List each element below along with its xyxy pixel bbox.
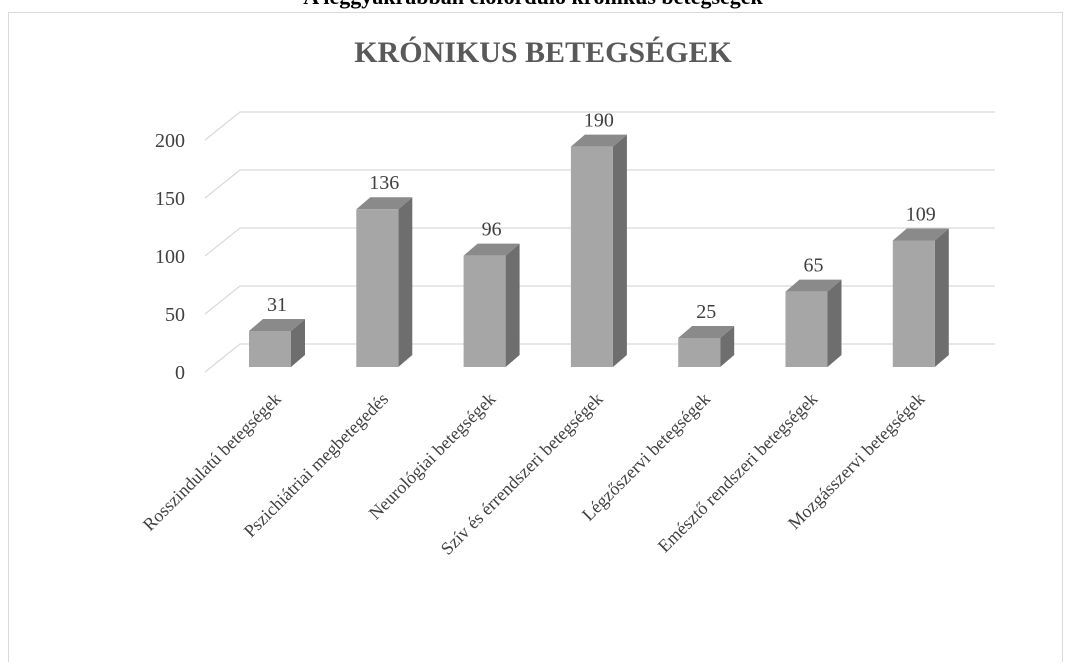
data-label: 190 xyxy=(584,110,614,132)
bar-front xyxy=(356,209,399,367)
bar-side xyxy=(827,279,842,367)
data-label: 96 xyxy=(482,219,502,241)
bar xyxy=(570,134,627,367)
bar-top xyxy=(785,279,842,292)
bar-top xyxy=(249,319,305,332)
y-tick-label: 50 xyxy=(165,304,185,326)
chart-border xyxy=(8,12,1063,667)
caption: A leggyakrabban előforduló krónikus bete… xyxy=(303,0,763,9)
bar xyxy=(678,326,735,367)
bar xyxy=(249,319,305,367)
bar xyxy=(356,197,413,367)
grid-line xyxy=(204,169,995,199)
bar-side xyxy=(720,326,735,367)
data-label: 65 xyxy=(804,255,824,277)
bar-front xyxy=(570,146,613,367)
bar-side xyxy=(934,228,949,367)
chart-title: KRÓNIKUS BETEGSÉGEK xyxy=(354,36,732,69)
bar xyxy=(463,243,520,367)
bar-front xyxy=(463,255,506,367)
grid-line xyxy=(204,111,995,141)
bar-side xyxy=(398,197,413,367)
bar-front xyxy=(785,291,828,367)
y-tick-label: 100 xyxy=(155,246,185,268)
bar-front xyxy=(678,338,721,367)
bar-front xyxy=(249,331,291,367)
data-label: 136 xyxy=(369,172,399,194)
data-label: 31 xyxy=(267,294,287,316)
bar xyxy=(892,228,949,367)
bar-front xyxy=(892,240,935,367)
y-tick-label: 150 xyxy=(155,188,185,210)
y-tick-label: 200 xyxy=(155,130,185,152)
bar-top xyxy=(463,243,520,256)
y-tick-label: 0 xyxy=(175,362,185,384)
bar-top xyxy=(892,228,949,241)
data-label: 25 xyxy=(696,301,716,323)
bar-top xyxy=(570,134,627,147)
bar-top xyxy=(678,326,735,338)
bar-side xyxy=(505,243,520,367)
grid-line xyxy=(204,343,995,373)
bar-top xyxy=(356,197,413,210)
bar-side xyxy=(612,134,627,367)
grid-line xyxy=(204,227,995,257)
data-label: 109 xyxy=(906,204,936,226)
bar-side xyxy=(291,319,305,367)
grid-line xyxy=(204,285,995,315)
bar xyxy=(785,279,842,367)
